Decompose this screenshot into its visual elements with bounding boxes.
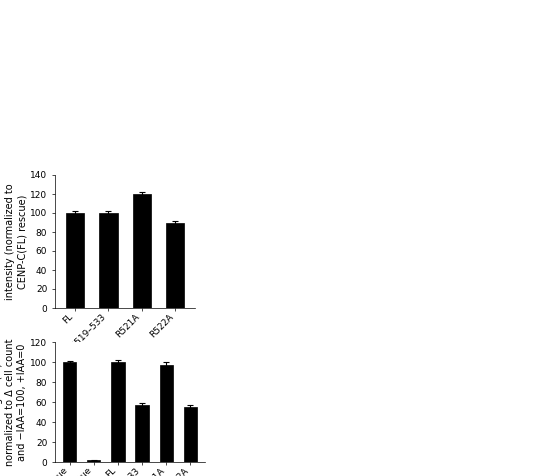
Bar: [160, 365, 173, 462]
Bar: [99, 213, 117, 308]
Bar: [184, 407, 197, 462]
Bar: [135, 405, 149, 462]
Bar: [166, 223, 184, 308]
Bar: [66, 213, 84, 308]
Bar: [87, 460, 100, 462]
Y-axis label: Centromeric CENP-C
intensity (normalized to
CENP-C(FL) rescue): Centromeric CENP-C intensity (normalized…: [0, 183, 27, 300]
Bar: [132, 194, 151, 308]
Y-axis label: TMR* signal (%)
normalized to Δ cell count
and −IAA=100, +IAA=0: TMR* signal (%) normalized to Δ cell cou…: [0, 338, 27, 466]
Bar: [111, 362, 124, 462]
Bar: [63, 362, 76, 462]
